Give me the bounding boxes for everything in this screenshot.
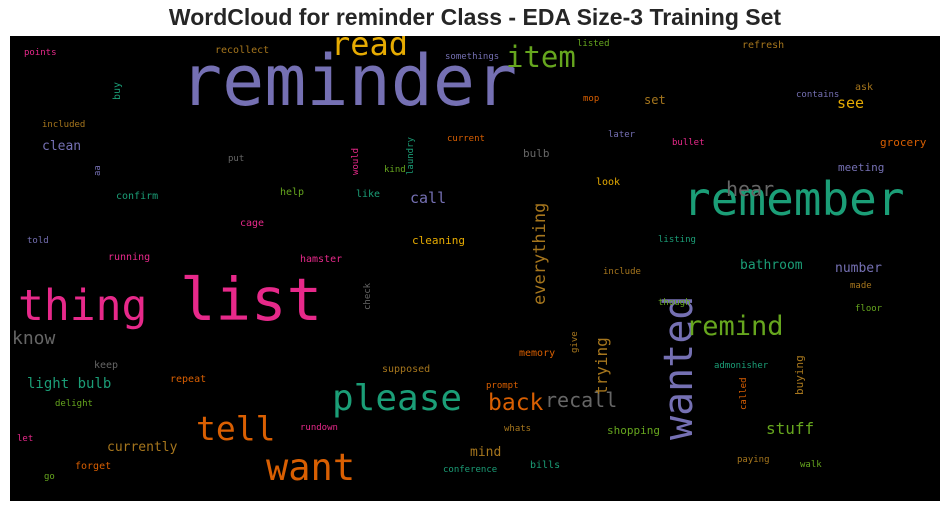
word-delight: delight: [55, 399, 93, 409]
word-bills: bills: [530, 460, 560, 471]
word-paying: paying: [737, 455, 770, 465]
word-listed: listed: [577, 39, 610, 49]
word-included: included: [42, 120, 85, 130]
word-currently: currently: [107, 440, 178, 455]
word-kind: kind: [384, 165, 406, 175]
word-prompt: prompt: [486, 381, 519, 391]
word-cleaning: cleaning: [412, 234, 465, 247]
word-read: read: [331, 36, 408, 63]
word-stuff: stuff: [766, 419, 814, 438]
word-check: check: [363, 282, 373, 310]
word-listing: listing: [658, 235, 696, 245]
word-look: look: [596, 177, 620, 188]
word-list: list: [180, 265, 322, 334]
word-hamster: hamster: [300, 254, 342, 265]
word-though: though: [658, 298, 691, 308]
word-admonisher: admonisher: [714, 361, 769, 371]
word-made: made: [850, 281, 872, 291]
word-remind: remind: [686, 311, 784, 342]
word-thing: thing: [18, 281, 147, 331]
word-laundry: laundry: [406, 136, 416, 175]
word-wanted: wanted: [656, 296, 702, 441]
chart-title: WordCloud for reminder Class - EDA Size-…: [168, 4, 782, 30]
word-rundown: rundown: [300, 423, 338, 433]
word-mop: mop: [583, 94, 599, 104]
word-somethings: somethings: [445, 52, 499, 62]
word-give: give: [570, 331, 580, 353]
word-floor: floor: [855, 304, 883, 314]
word-let: let: [17, 434, 33, 444]
word-item: item: [506, 40, 576, 74]
word-bullet: bullet: [672, 138, 705, 148]
word-called: called: [739, 377, 749, 410]
word-bulb: bulb: [523, 147, 550, 160]
word-like: like: [356, 189, 380, 200]
word-points: points: [24, 48, 57, 58]
word-reminder: reminder: [180, 40, 517, 122]
word-set: set: [644, 93, 666, 107]
word-keep: keep: [94, 360, 118, 371]
word-remember: remember: [683, 172, 905, 226]
word-aa: aa: [93, 165, 103, 176]
word-clean: clean: [42, 139, 81, 154]
word-call: call: [410, 189, 446, 207]
word-supposed: supposed: [382, 364, 430, 375]
word-hear: hear: [726, 177, 774, 201]
wordcloud-canvas: reminder list remember thing wanted want pleas…: [10, 36, 940, 501]
word-everything: everything: [530, 203, 550, 305]
word-confirm: confirm: [116, 191, 158, 202]
word-recollect: recollect: [215, 45, 269, 56]
word-refresh: refresh: [742, 40, 784, 51]
word-include: include: [603, 267, 641, 277]
word-grocery: grocery: [880, 136, 927, 149]
word-repeat: repeat: [170, 374, 206, 385]
word-bathroom: bathroom: [740, 258, 803, 273]
word-contains: contains: [796, 90, 839, 100]
word-want: want: [266, 446, 355, 489]
word-conference: conference: [443, 465, 497, 475]
word-whats: whats: [504, 424, 531, 434]
word-go: go: [44, 472, 55, 482]
word-recall: recall: [545, 388, 617, 412]
word-running: running: [108, 252, 150, 263]
word-tell: tell: [196, 409, 275, 448]
word-help: help: [280, 187, 304, 198]
word-mind: mind: [470, 445, 501, 460]
word-forget: forget: [75, 461, 111, 472]
word-meeting: meeting: [838, 161, 884, 174]
word-told: told: [27, 236, 49, 246]
word-number: number: [835, 261, 882, 276]
word-ask: ask: [855, 82, 873, 93]
word-shopping: shopping: [607, 424, 660, 437]
word-light-bulb: light bulb: [27, 376, 111, 392]
word-put: put: [228, 154, 244, 164]
word-please: please: [332, 378, 462, 419]
word-back: back: [488, 390, 544, 416]
wordcloud-svg: reminder list remember thing wanted want pleas…: [12, 36, 927, 489]
word-current: current: [447, 134, 485, 144]
word-walk: walk: [800, 460, 822, 470]
word-later: later: [608, 130, 636, 140]
word-buy: buy: [112, 82, 123, 100]
word-memory: memory: [519, 348, 555, 359]
word-buying: buying: [793, 355, 806, 395]
word-know: know: [12, 328, 56, 349]
word-trying: trying: [592, 337, 611, 395]
word-cage: cage: [240, 218, 264, 229]
word-would: would: [351, 148, 361, 175]
word-see: see: [837, 94, 864, 112]
